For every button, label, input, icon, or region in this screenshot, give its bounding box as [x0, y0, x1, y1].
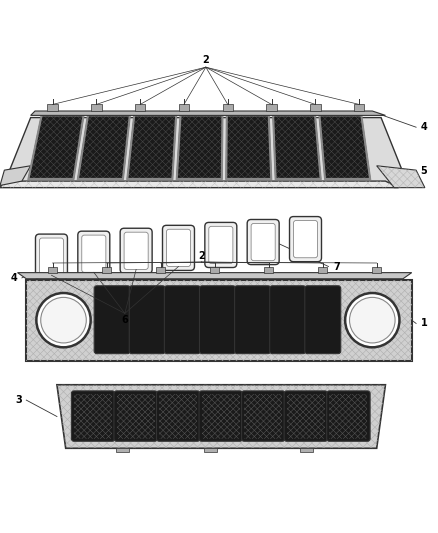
Polygon shape — [179, 104, 189, 111]
Polygon shape — [300, 448, 313, 452]
FancyBboxPatch shape — [205, 222, 237, 268]
Polygon shape — [26, 280, 412, 361]
FancyBboxPatch shape — [39, 238, 64, 275]
Polygon shape — [31, 111, 385, 115]
Polygon shape — [18, 273, 412, 279]
Text: 1: 1 — [420, 318, 427, 328]
Text: 2: 2 — [202, 55, 209, 65]
Polygon shape — [177, 115, 223, 179]
Polygon shape — [273, 115, 321, 179]
FancyBboxPatch shape — [235, 286, 271, 354]
Text: 6: 6 — [121, 314, 128, 325]
Circle shape — [41, 297, 86, 343]
FancyBboxPatch shape — [156, 391, 200, 441]
FancyBboxPatch shape — [124, 232, 148, 269]
Text: 4: 4 — [420, 122, 427, 132]
Text: 4: 4 — [11, 273, 18, 283]
FancyBboxPatch shape — [82, 235, 106, 272]
Polygon shape — [204, 448, 217, 452]
FancyBboxPatch shape — [78, 231, 110, 276]
FancyBboxPatch shape — [120, 228, 152, 273]
FancyBboxPatch shape — [270, 286, 306, 354]
FancyBboxPatch shape — [247, 220, 279, 264]
Text: 7: 7 — [333, 262, 339, 271]
Circle shape — [350, 297, 395, 343]
FancyBboxPatch shape — [284, 391, 328, 441]
Polygon shape — [78, 115, 130, 179]
Polygon shape — [102, 268, 111, 273]
Polygon shape — [372, 268, 381, 273]
Polygon shape — [310, 104, 321, 111]
Polygon shape — [57, 385, 385, 448]
FancyBboxPatch shape — [199, 391, 243, 441]
FancyBboxPatch shape — [71, 391, 115, 441]
FancyBboxPatch shape — [114, 391, 157, 441]
FancyBboxPatch shape — [327, 391, 370, 441]
Polygon shape — [116, 448, 129, 452]
Polygon shape — [319, 115, 370, 179]
FancyBboxPatch shape — [94, 286, 130, 354]
Polygon shape — [47, 104, 58, 111]
FancyBboxPatch shape — [164, 286, 200, 354]
FancyBboxPatch shape — [209, 227, 233, 264]
FancyBboxPatch shape — [162, 225, 194, 270]
Polygon shape — [127, 115, 176, 179]
Polygon shape — [4, 118, 407, 183]
FancyBboxPatch shape — [293, 221, 318, 258]
Text: 2: 2 — [198, 251, 205, 261]
Polygon shape — [156, 268, 165, 273]
FancyBboxPatch shape — [251, 223, 275, 261]
Polygon shape — [210, 268, 219, 273]
Polygon shape — [354, 104, 364, 111]
Polygon shape — [28, 115, 84, 179]
FancyBboxPatch shape — [242, 391, 285, 441]
Polygon shape — [318, 268, 327, 273]
Text: 3: 3 — [15, 395, 22, 405]
Polygon shape — [0, 166, 31, 185]
Text: 5: 5 — [420, 166, 427, 176]
Polygon shape — [91, 104, 102, 111]
FancyBboxPatch shape — [166, 229, 191, 266]
Circle shape — [36, 293, 91, 348]
Polygon shape — [135, 104, 145, 111]
Polygon shape — [223, 104, 233, 111]
Polygon shape — [226, 115, 271, 179]
FancyBboxPatch shape — [129, 286, 165, 354]
FancyBboxPatch shape — [305, 286, 341, 354]
FancyBboxPatch shape — [35, 234, 67, 279]
Polygon shape — [377, 166, 425, 188]
Polygon shape — [264, 268, 273, 273]
Polygon shape — [0, 181, 399, 188]
Polygon shape — [48, 268, 57, 273]
Circle shape — [345, 293, 399, 348]
FancyBboxPatch shape — [290, 216, 321, 262]
Polygon shape — [266, 104, 277, 111]
FancyBboxPatch shape — [199, 286, 236, 354]
